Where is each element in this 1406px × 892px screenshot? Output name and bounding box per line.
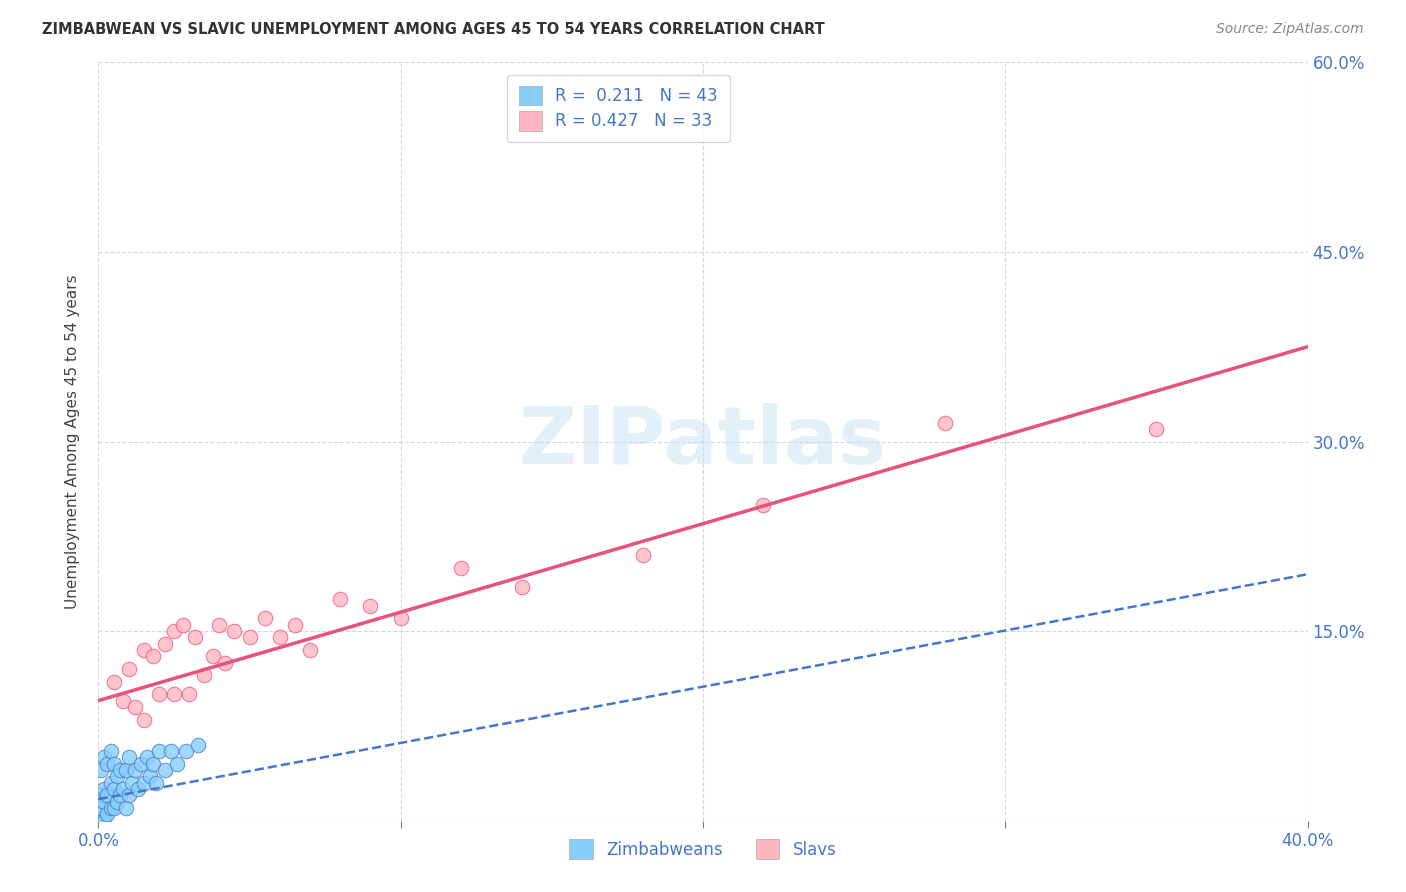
Point — [111, 782, 134, 797]
Point — [93, 795, 115, 809]
Point — [118, 662, 141, 676]
Point — [105, 769, 128, 783]
Point — [118, 750, 141, 764]
Point — [96, 789, 118, 803]
Point — [163, 624, 186, 639]
Point — [214, 656, 236, 670]
Point — [127, 782, 149, 797]
Point — [103, 674, 125, 689]
Point — [100, 776, 122, 790]
Point — [111, 693, 134, 707]
Point — [135, 750, 157, 764]
Point — [96, 807, 118, 822]
Point — [108, 763, 131, 777]
Point — [934, 416, 956, 430]
Point — [96, 756, 118, 771]
Point — [118, 789, 141, 803]
Point — [450, 561, 472, 575]
Point — [224, 624, 246, 639]
Point — [179, 687, 201, 701]
Point — [121, 776, 143, 790]
Point — [124, 699, 146, 714]
Point — [253, 611, 276, 625]
Point — [103, 782, 125, 797]
Point — [510, 580, 533, 594]
Point — [90, 763, 112, 777]
Point — [163, 687, 186, 701]
Point — [142, 649, 165, 664]
Point — [239, 631, 262, 645]
Point — [160, 744, 183, 758]
Point — [389, 611, 412, 625]
Point — [187, 738, 209, 752]
Point — [284, 617, 307, 632]
Point — [103, 756, 125, 771]
Point — [93, 814, 115, 828]
Point — [100, 744, 122, 758]
Point — [108, 789, 131, 803]
Text: ZIPatlas: ZIPatlas — [519, 402, 887, 481]
Point — [132, 713, 155, 727]
Point — [145, 776, 167, 790]
Point — [166, 756, 188, 771]
Point — [90, 801, 112, 815]
Point — [631, 548, 654, 563]
Point — [1144, 422, 1167, 436]
Point — [124, 763, 146, 777]
Point — [129, 756, 152, 771]
Point — [139, 769, 162, 783]
Point — [132, 776, 155, 790]
Point — [114, 801, 136, 815]
Point — [208, 617, 231, 632]
Point — [103, 801, 125, 815]
Point — [87, 807, 110, 822]
Point — [172, 617, 194, 632]
Point — [93, 782, 115, 797]
Point — [105, 795, 128, 809]
Point — [153, 637, 176, 651]
Text: Source: ZipAtlas.com: Source: ZipAtlas.com — [1216, 22, 1364, 37]
Legend: Zimbabweans, Slavs: Zimbabweans, Slavs — [562, 833, 844, 865]
Point — [100, 801, 122, 815]
Point — [269, 631, 291, 645]
Point — [132, 643, 155, 657]
Point — [114, 763, 136, 777]
Point — [153, 763, 176, 777]
Point — [752, 498, 775, 512]
Point — [90, 789, 112, 803]
Point — [360, 599, 382, 613]
Point — [93, 750, 115, 764]
Point — [87, 814, 110, 828]
Point — [299, 643, 322, 657]
Point — [148, 687, 170, 701]
Point — [90, 814, 112, 828]
Point — [193, 668, 215, 682]
Y-axis label: Unemployment Among Ages 45 to 54 years: Unemployment Among Ages 45 to 54 years — [65, 274, 80, 609]
Point — [174, 744, 197, 758]
Point — [184, 631, 207, 645]
Text: ZIMBABWEAN VS SLAVIC UNEMPLOYMENT AMONG AGES 45 TO 54 YEARS CORRELATION CHART: ZIMBABWEAN VS SLAVIC UNEMPLOYMENT AMONG … — [42, 22, 825, 37]
Point — [202, 649, 225, 664]
Point — [329, 592, 352, 607]
Point — [142, 756, 165, 771]
Point — [148, 744, 170, 758]
